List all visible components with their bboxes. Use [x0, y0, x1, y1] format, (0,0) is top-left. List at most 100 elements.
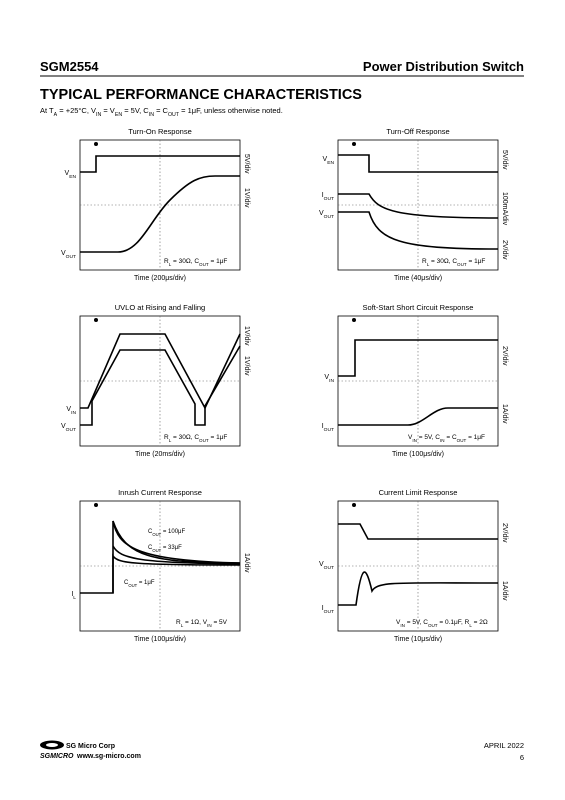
subscript: OUT	[457, 262, 467, 267]
logo	[40, 740, 64, 750]
subscript: OUT	[199, 262, 209, 267]
company: SG Micro Corp	[66, 743, 115, 750]
signal-label: VIN	[324, 374, 334, 384]
waveform	[338, 407, 498, 426]
subscript: L	[469, 623, 472, 628]
waveform	[338, 523, 498, 540]
scope-panel: Soft-Start Short Circuit ResponseVINIOUT…	[322, 303, 508, 458]
text-run: V	[319, 210, 324, 217]
waveform	[80, 345, 241, 426]
subscript: OUT	[324, 609, 334, 615]
signal-label: VIN	[66, 406, 76, 416]
scale-label: 2V/div	[501, 346, 508, 366]
subscript: OUT	[128, 583, 137, 588]
trigger-marker	[94, 318, 98, 322]
text-run: I	[322, 423, 324, 430]
signal-label: VEN	[323, 156, 335, 166]
scale-label: 5V/div	[243, 154, 250, 174]
signal-label: IOUT	[322, 605, 334, 615]
scale-label: 1A/div	[501, 404, 508, 424]
text-run: V	[324, 374, 329, 381]
subscript: IN	[440, 438, 445, 443]
subscript: IN	[149, 112, 154, 118]
scale-label: 5V/div	[501, 150, 508, 170]
text-run: = 1μF	[209, 258, 228, 265]
text-run: = C	[445, 434, 457, 441]
subscript: IN	[96, 112, 101, 118]
subscript: IN	[400, 623, 405, 628]
logo-text: SGMICRO	[40, 753, 74, 760]
subscript: L	[169, 438, 172, 443]
text-run: = 5V, C	[122, 106, 149, 115]
test-conditions: VIN = 5V, CIN = COUT = 1μF	[408, 434, 485, 443]
subscript: OUT	[152, 548, 161, 553]
date: APRIL 2022	[484, 741, 524, 750]
waveform	[338, 211, 499, 250]
text-run: = +25°C, V	[57, 106, 96, 115]
subscript: L	[73, 595, 76, 601]
text-run: V	[65, 170, 70, 177]
text-run: C	[148, 529, 153, 535]
waveform	[80, 175, 240, 253]
panel-title: UVLO at Rising and Falling	[115, 303, 205, 312]
subscript: OUT	[168, 112, 180, 118]
subscript: OUT	[324, 214, 334, 220]
text-run: = 5V, C	[405, 619, 428, 626]
subscript: EN	[115, 112, 123, 118]
subscript: A	[54, 112, 58, 118]
text-run: = 1μF	[467, 258, 486, 265]
subscript: L	[427, 262, 430, 267]
subscript: IN	[207, 623, 212, 628]
x-axis-caption: Time (40μs/div)	[394, 275, 442, 282]
text-run: I	[71, 591, 73, 598]
text-run: V	[323, 156, 328, 163]
waveform	[338, 154, 498, 173]
text-run: V	[61, 250, 66, 257]
signal-label: VOUT	[61, 250, 76, 260]
scale-label: 2V/div	[501, 240, 508, 260]
text-run: = V	[101, 106, 115, 115]
signal-label: VOUT	[319, 561, 334, 571]
x-axis-caption: Time (100μs/div)	[134, 636, 186, 643]
scope-panel: Turn-Off ResponseVENIOUTVOUT5V/div100mA/…	[319, 127, 508, 282]
scale-label: 1A/div	[243, 553, 250, 573]
text-run: R	[176, 619, 181, 626]
trigger-marker	[94, 142, 98, 146]
test-conditions: RL = 1Ω, VIN = 5V	[176, 619, 228, 628]
text-run: V	[408, 434, 413, 441]
text-run: = 30Ω, C	[171, 434, 199, 441]
text-run: = 100μF	[161, 529, 185, 535]
text-run: R	[422, 258, 427, 265]
signal-label: VEN	[65, 170, 77, 180]
subscript: IN	[412, 438, 417, 443]
x-axis-caption: Time (100μs/div)	[392, 451, 444, 458]
scale-label: 1V/div	[243, 356, 250, 376]
subscript: EN	[69, 174, 76, 180]
subscript: L	[181, 623, 184, 628]
scale-label: 1V/div	[243, 188, 250, 208]
product-name: Power Distribution Switch	[363, 59, 524, 74]
text-run: C	[148, 545, 153, 551]
trigger-marker	[352, 318, 356, 322]
website: www.sg-micro.com	[76, 753, 141, 760]
text-run: = 5V	[212, 619, 228, 626]
subscript: OUT	[324, 196, 334, 202]
text-run: = 30Ω, C	[429, 258, 457, 265]
subscript: EN	[327, 160, 334, 166]
signal-label: IOUT	[322, 423, 334, 433]
panel-title: Soft-Start Short Circuit Response	[363, 303, 474, 312]
text-run: V	[396, 619, 401, 626]
text-run: C	[124, 580, 129, 586]
text-run: = 30Ω, C	[171, 258, 199, 265]
scope-panel: Current Limit ResponseVOUTIOUT2V/div1A/d…	[319, 488, 508, 643]
text-run: V	[319, 561, 324, 568]
text-run: = 1Ω, V	[183, 619, 207, 626]
panel-title: Inrush Current Response	[118, 488, 202, 497]
subscript: OUT	[324, 565, 334, 571]
subscript: OUT	[66, 427, 76, 433]
trigger-marker	[352, 503, 356, 507]
